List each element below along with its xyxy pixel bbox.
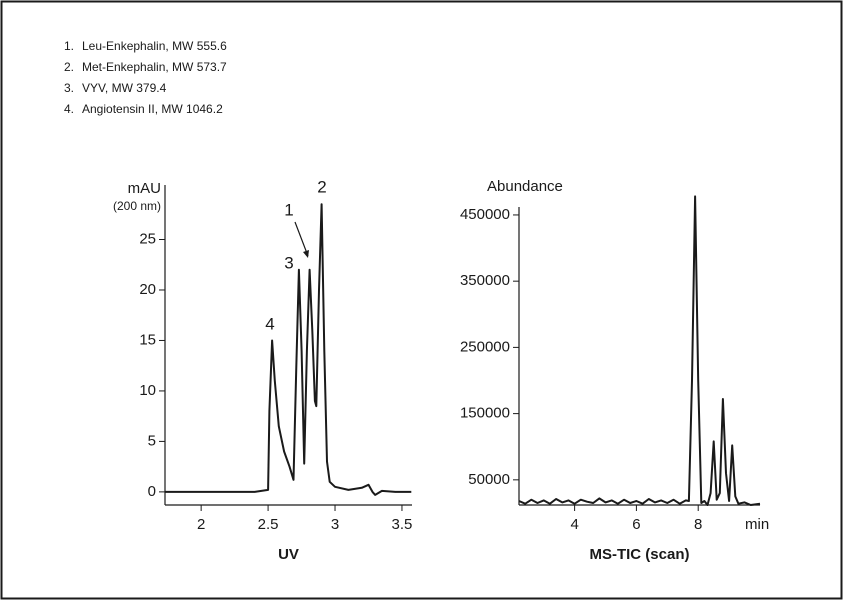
compound-name: Met-Enkephalin, MW 573.7 [82, 60, 227, 74]
peak-label: 3 [284, 253, 293, 272]
compound-number: 3. [64, 81, 74, 95]
y-tick-label: 20 [139, 281, 156, 298]
peak-label: 4 [265, 314, 274, 333]
trace [518, 195, 761, 506]
y-tick-label: 50000 [468, 471, 510, 488]
y-tick-label: 250000 [460, 338, 510, 355]
x-axis-label: MS-TIC (scan) [589, 546, 689, 563]
y-tick-label: 5 [148, 432, 156, 449]
y-tick-label: 10 [139, 382, 156, 399]
y-tick-label: 350000 [460, 272, 510, 289]
y-tick-label: 25 [139, 230, 156, 247]
x-tick-label: 2.5 [258, 516, 279, 533]
x-tick-label: 2 [197, 516, 205, 533]
y-tick-label: 15 [139, 331, 156, 348]
arrow [294, 221, 309, 257]
y-tick-label: 450000 [460, 206, 510, 223]
x-tick-label: 8 [694, 516, 702, 533]
x-unit: min [745, 516, 769, 533]
y-tick-label: 150000 [460, 405, 510, 422]
x-tick-label: 4 [570, 516, 578, 533]
compound-number: 2. [64, 60, 74, 74]
arrow-head [303, 250, 309, 258]
compound-name: Leu-Enkephalin, MW 555.6 [82, 39, 227, 53]
y-axis-sublabel: (200 nm) [113, 199, 161, 213]
x-tick-label: 6 [632, 516, 640, 533]
compound-name: Angiotensin II, MW 1046.2 [82, 102, 223, 116]
peak-label: 2 [317, 177, 326, 196]
compound-number: 1. [64, 39, 74, 53]
y-axis-label: Abundance [487, 178, 563, 195]
trace [165, 203, 412, 496]
y-tick-label: 0 [148, 483, 156, 500]
y-axis-label: mAU [128, 180, 161, 197]
x-axis-label: UV [278, 546, 299, 563]
x-tick-label: 3 [331, 516, 339, 533]
x-tick-label: 3.5 [392, 516, 413, 533]
compound-number: 4. [64, 102, 74, 116]
compound-name: VYV, MW 379.4 [82, 81, 167, 95]
peak-label: 1 [284, 200, 293, 219]
